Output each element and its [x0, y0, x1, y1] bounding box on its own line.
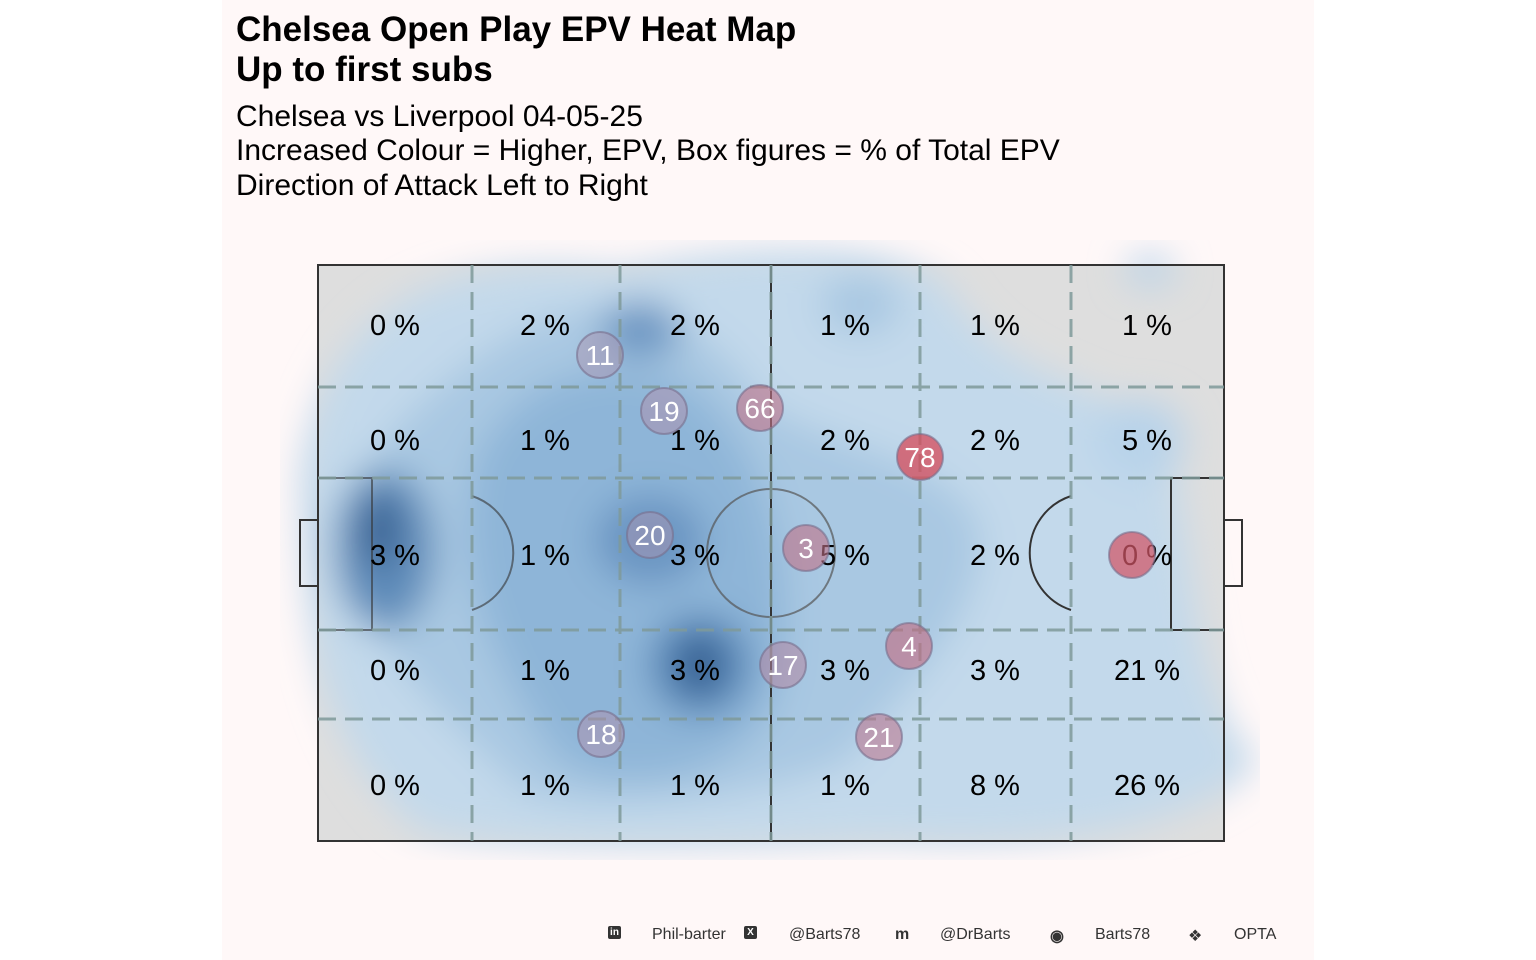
player-marker: 21 [855, 713, 903, 761]
footer-mastodon: @DrBarts [940, 926, 1011, 943]
epv-density [300, 249, 1260, 847]
x-icon: X [744, 926, 757, 939]
player-number: 17 [767, 650, 798, 681]
zone-label: 1 % [520, 655, 570, 687]
player-circle [576, 331, 624, 379]
zone-label: 5 % [1122, 425, 1172, 457]
footer-linkedin: Phil-barter [652, 926, 726, 943]
player-circle [577, 710, 625, 758]
zone-label: 3 % [670, 655, 720, 687]
player-circle [640, 387, 688, 435]
player-marker: 18 [577, 710, 625, 758]
linkedin-icon: in [608, 926, 621, 939]
zone-label: 3 % [820, 655, 870, 687]
player-number: 18 [585, 719, 616, 750]
zone-label: 1 % [820, 310, 870, 342]
chart-subtitle-line3: Direction of Attack Left to Right [236, 169, 648, 202]
zone-label: 0 % [370, 425, 420, 457]
player-marker: 66 [736, 384, 784, 432]
player-number: 11 [585, 340, 614, 371]
zone-label: 1 % [820, 770, 870, 802]
zone-label: 2 % [820, 425, 870, 457]
zone-label: 1 % [520, 770, 570, 802]
zone-grid [318, 265, 1224, 841]
zone-label: 3 % [670, 540, 720, 572]
zone-label: 1 % [670, 425, 720, 457]
chart-subtitle-line2: Increased Colour = Higher, EPV, Box figu… [236, 134, 1060, 167]
zone-label: 2 % [970, 540, 1020, 572]
player-number: 21 [863, 722, 894, 753]
zone-label: 26 % [1114, 770, 1180, 802]
zone-label: 3 % [970, 655, 1020, 687]
player-circle [759, 641, 807, 689]
player-circle [736, 384, 784, 432]
zone-label: 1 % [520, 540, 570, 572]
footer-github: Barts78 [1095, 926, 1151, 943]
zone-label: 2 % [970, 425, 1020, 457]
footer: in Phil-barter X @Barts78 m @DrBarts ◉ B… [0, 926, 1536, 946]
footer-source: OPTA [1234, 926, 1277, 943]
zone-label: 3 % [370, 540, 420, 572]
player-marker [1108, 531, 1156, 579]
player-number: 19 [648, 396, 679, 427]
player-marker: 78 [896, 433, 944, 481]
zone-label: 1 % [520, 425, 570, 457]
footer-x: @Barts78 [789, 926, 861, 943]
player-marker: 17 [759, 641, 807, 689]
player-marker: 20 [626, 511, 674, 559]
chart-title-line2: Up to first subs [236, 50, 493, 89]
zone-label: 8 % [970, 770, 1020, 802]
zone-label: 1 % [670, 770, 720, 802]
chart-subtitle: Chelsea vs Liverpool 04-05-25 [236, 100, 643, 133]
player-marker: 19 [640, 387, 688, 435]
player-circle [782, 524, 830, 572]
player-number: 78 [904, 442, 935, 473]
zone-label: 0 % [370, 655, 420, 687]
player-number: 4 [901, 631, 917, 662]
player-marker: 4 [885, 622, 933, 670]
zone-label: 1 % [970, 310, 1020, 342]
zone-label: 1 % [1122, 310, 1172, 342]
player-number: 3 [798, 533, 814, 564]
zone-label: 2 % [520, 310, 570, 342]
player-circle [885, 622, 933, 670]
player-number: 20 [634, 520, 665, 551]
github-icon: ◉ [1050, 928, 1064, 945]
player-marker: 11 [576, 331, 624, 379]
player-circle [896, 433, 944, 481]
zone-label: 21 % [1114, 655, 1180, 687]
player-circle [1108, 531, 1156, 579]
player-marker: 3 [782, 524, 830, 572]
player-number: 66 [744, 393, 775, 424]
zone-label: 0 % [370, 770, 420, 802]
player-circle [855, 713, 903, 761]
zone-label: 0 % [370, 310, 420, 342]
mastodon-icon: m [895, 926, 910, 943]
zone-label: 2 % [670, 310, 720, 342]
player-circle [626, 511, 674, 559]
chart-title: Chelsea Open Play EPV Heat Map [236, 10, 797, 49]
dropbox-icon: ❖ [1188, 928, 1203, 945]
